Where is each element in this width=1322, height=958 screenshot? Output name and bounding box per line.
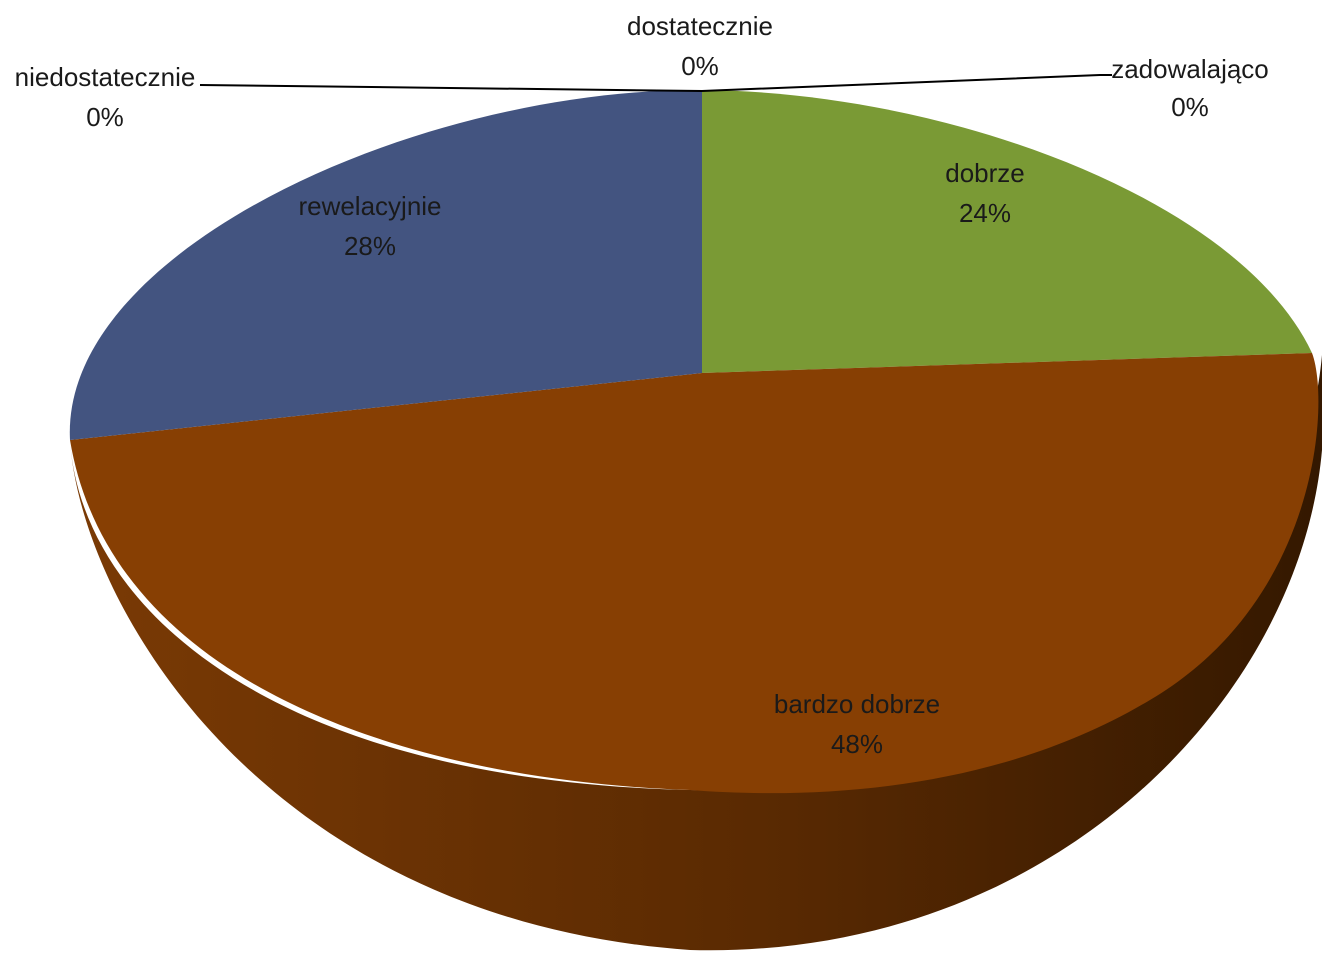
- slice-dobrze: [702, 90, 1312, 373]
- pct-dostatecznie: 0%: [681, 51, 719, 81]
- label-rewelacyjnie: rewelacyjnie: [298, 191, 441, 221]
- label-dobrze: dobrze: [945, 158, 1025, 188]
- pct-zadowalajaco: 0%: [1171, 92, 1209, 122]
- pie-side-wall: [70, 355, 1322, 951]
- pct-rewelacyjnie: 28%: [344, 231, 396, 261]
- slice-rewelacyjnie: [69, 89, 702, 440]
- label-dostatecznie: dostatecznie: [627, 11, 773, 41]
- label-bardzo-dobrze: bardzo dobrze: [774, 689, 940, 719]
- pct-niedostatecznie: 0%: [86, 102, 124, 132]
- pct-bardzo-dobrze: 48%: [831, 729, 883, 759]
- slice-bardzo-dobrze: [70, 353, 1319, 794]
- leader-line-zadowalajaco: [701, 74, 1112, 92]
- label-niedostatecznie: niedostatecznie: [15, 62, 196, 92]
- pct-dobrze: 24%: [959, 198, 1011, 228]
- leader-line-niedostatecznie: [199, 84, 703, 92]
- label-zadowalajaco: zadowalająco: [1111, 54, 1269, 84]
